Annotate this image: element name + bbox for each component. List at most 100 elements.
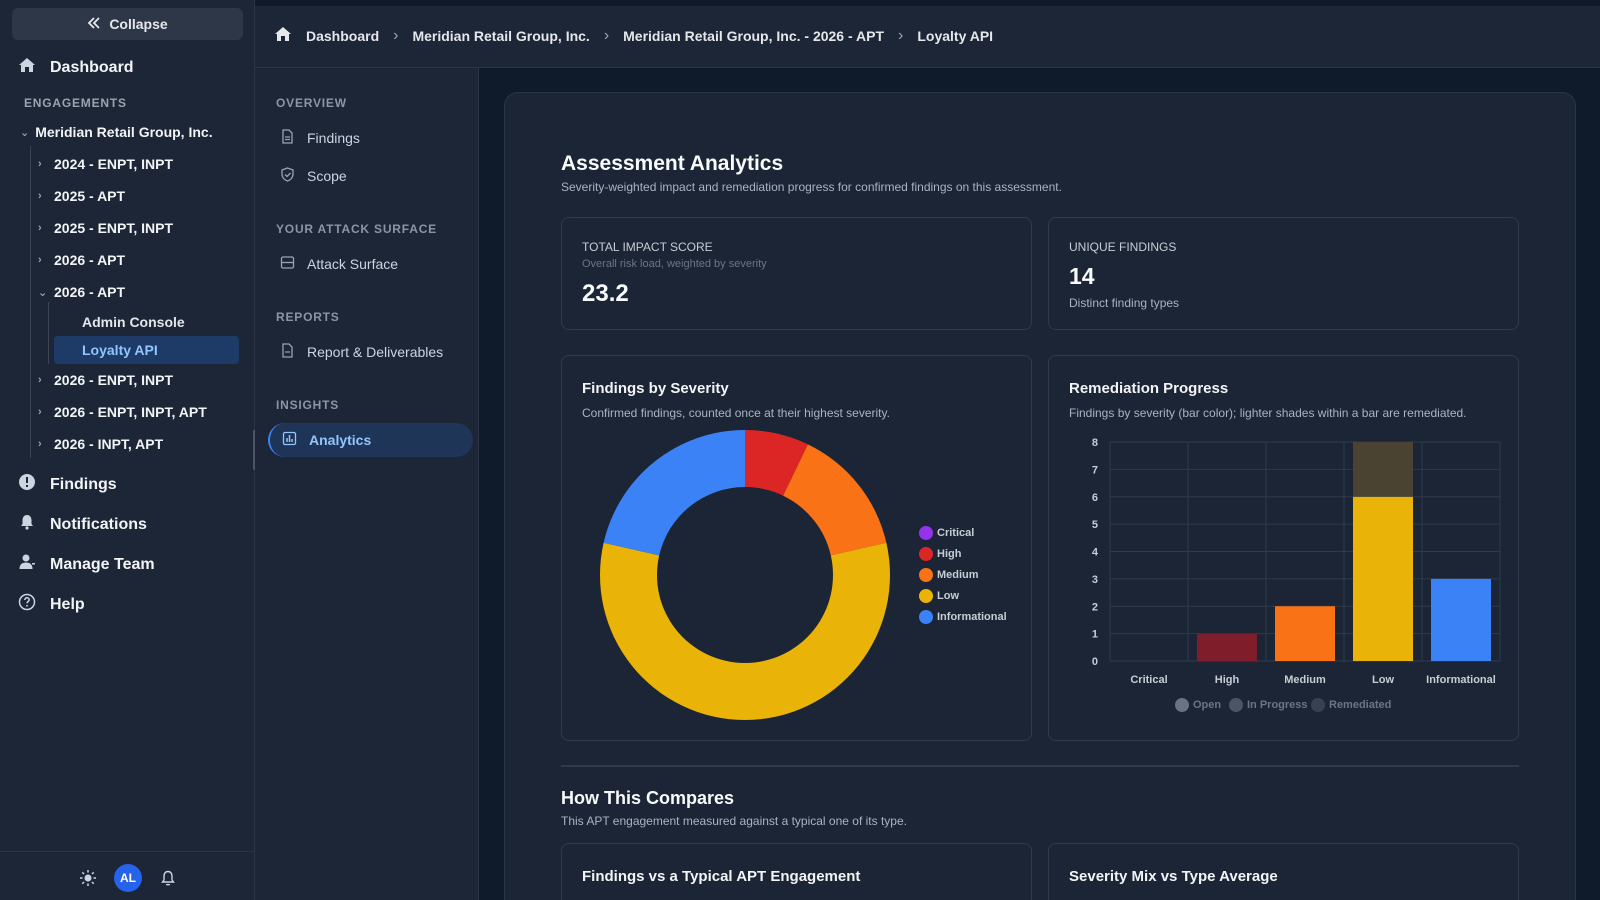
breadcrumb-item[interactable]: Meridian Retail Group, Inc. xyxy=(412,27,590,44)
engagement-label: 2026 - INPT, APT xyxy=(54,436,164,452)
legend-item-medium[interactable]: Medium xyxy=(919,568,979,582)
attack-surface-heading: YOUR ATTACK SURFACE xyxy=(276,222,437,236)
tab-scope[interactable]: Scope xyxy=(268,159,473,193)
legend-swatch xyxy=(1175,698,1189,712)
total-impact-sub: Overall risk load, weighted by severity xyxy=(582,258,767,270)
y-tick-label: 7 xyxy=(1092,464,1098,476)
engagement-item[interactable]: › 2026 - ENPT, INPT xyxy=(38,372,173,388)
bar-open-low[interactable] xyxy=(1353,496,1413,661)
legend-item-open[interactable]: Open xyxy=(1175,698,1221,712)
legend-item-high[interactable]: High xyxy=(919,547,961,561)
chevron-right-icon: › xyxy=(38,222,42,234)
top-bar xyxy=(255,0,1600,68)
home-icon[interactable] xyxy=(274,25,292,46)
sidebar-footer xyxy=(0,851,255,900)
severity-mix-card xyxy=(1048,843,1519,900)
sub-item-label: Admin Console xyxy=(82,314,185,330)
bell-icon xyxy=(18,513,36,536)
sidebar-item-help[interactable]: Help xyxy=(18,593,85,616)
tab-analytics[interactable]: Analytics xyxy=(268,423,473,457)
tab-reports[interactable]: Report & Deliverables xyxy=(268,335,473,369)
tab-findings[interactable]: Findings xyxy=(268,121,473,155)
bell-icon[interactable] xyxy=(158,868,178,888)
home-icon xyxy=(18,56,36,79)
double-chevron-left-icon xyxy=(87,16,101,33)
chevron-right-icon: › xyxy=(38,254,42,266)
sub-item-label: Loyalty API xyxy=(82,342,158,358)
engagement-item[interactable]: › 2026 - APT xyxy=(38,252,125,268)
sidebar-item-manage-team[interactable]: Manage Team xyxy=(18,553,155,576)
y-tick-label: 6 xyxy=(1092,492,1098,504)
theme-toggle-sun-icon[interactable] xyxy=(78,868,98,888)
shield-check-icon xyxy=(280,167,295,185)
bar-open-informational[interactable] xyxy=(1431,578,1491,661)
x-tick-label: Informational xyxy=(1426,674,1496,686)
legend-item-remediated[interactable]: Remediated xyxy=(1311,698,1391,712)
secondary-nav xyxy=(255,68,479,900)
legend-item-critical[interactable]: Critical xyxy=(919,526,974,540)
legend-item-informational[interactable]: Informational xyxy=(919,610,1007,624)
legend-label: Open xyxy=(1193,699,1222,711)
avatar[interactable]: AL xyxy=(114,864,142,892)
overview-heading: OVERVIEW xyxy=(276,96,347,110)
chevron-right-icon: › xyxy=(603,26,610,44)
sidebar-item-notifications[interactable]: Notifications xyxy=(18,513,147,536)
y-tick-label: 0 xyxy=(1092,656,1098,668)
engagement-item[interactable]: › 2025 - ENPT, INPT xyxy=(38,220,173,236)
x-tick-label: High xyxy=(1215,674,1240,686)
document-icon xyxy=(280,129,295,147)
alert-circle-icon xyxy=(18,473,36,496)
y-tick-label: 4 xyxy=(1092,547,1099,559)
donut-slice-medium[interactable] xyxy=(783,444,887,556)
donut-slice-low[interactable] xyxy=(600,542,890,720)
sidebar-item-findings[interactable]: Findings xyxy=(18,473,117,496)
x-tick-label: Critical xyxy=(1130,674,1167,686)
chevron-down-icon: ⌄ xyxy=(20,126,30,139)
engagement-item[interactable]: › 2025 - APT xyxy=(38,188,125,204)
sub-item-admin-console[interactable]: Admin Console xyxy=(54,308,239,336)
engagement-item[interactable]: › 2024 - ENPT, INPT xyxy=(38,156,173,172)
x-tick-label: Low xyxy=(1372,674,1394,686)
severity-donut-chart xyxy=(600,430,890,720)
collapse-button[interactable]: Collapse xyxy=(12,8,243,40)
donut-slice-high[interactable] xyxy=(745,430,808,496)
remediation-bar-chart: 0 1 2 3 4 5 6 7 8 Critical High Medium Low Informatio… xyxy=(1092,437,1501,686)
findings-vs-typical-card xyxy=(561,843,1032,900)
legend-swatch xyxy=(919,610,933,624)
donut-slice-informational[interactable] xyxy=(603,430,745,556)
nav-label: Manage Team xyxy=(50,555,155,573)
legend-swatch xyxy=(919,568,933,582)
legend-item-in-progress[interactable]: In Progress xyxy=(1229,698,1308,712)
tab-attack-surface[interactable]: Attack Surface xyxy=(268,247,473,281)
breadcrumb-item[interactable]: Dashboard xyxy=(306,27,380,44)
tab-label: Report & Deliverables xyxy=(307,344,444,360)
breadcrumb-item[interactable]: Meridian Retail Group, Inc. - 2026 - APT xyxy=(623,27,885,44)
legend-item-low[interactable]: Low xyxy=(919,589,959,603)
dashboard-label: Dashboard xyxy=(50,58,134,76)
engagement-item[interactable]: › 2026 - ENPT, INPT, APT xyxy=(38,404,207,420)
total-impact-label: TOTAL IMPACT SCORE xyxy=(582,240,713,254)
legend-swatch xyxy=(1311,698,1325,712)
bar-remediated-low[interactable] xyxy=(1353,442,1413,497)
sidebar-item-dashboard[interactable]: Dashboard xyxy=(18,56,134,79)
bar-open-medium[interactable] xyxy=(1275,606,1335,661)
legend-label: Low xyxy=(937,590,959,602)
bar-chart-icon xyxy=(282,431,297,449)
engagement-label: 2026 - APT xyxy=(54,284,126,300)
nav-label: Help xyxy=(50,595,85,613)
engagement-label: 2024 - ENPT, INPT xyxy=(54,156,174,172)
compare-section-subtitle: This APT engagement measured against a t… xyxy=(561,814,907,828)
bar-open-high[interactable] xyxy=(1197,633,1257,661)
chevron-down-icon: ⌄ xyxy=(38,286,48,299)
compare-section-title: How This Compares xyxy=(561,788,735,808)
sub-item-loyalty-api[interactable]: Loyalty API xyxy=(54,336,239,364)
legend-label: Informational xyxy=(937,611,1007,623)
chevron-right-icon: › xyxy=(393,26,399,44)
client-tree-node[interactable]: ⌄ Meridian Retail Group, Inc. xyxy=(20,124,213,140)
unique-findings-card xyxy=(1048,217,1519,330)
engagement-item[interactable]: › 2026 - INPT, APT xyxy=(38,436,163,452)
y-tick-label: 2 xyxy=(1092,601,1098,613)
chevron-right-icon: › xyxy=(38,406,42,418)
engagement-item-expanded[interactable]: ⌄ 2026 - APT xyxy=(38,284,125,300)
sidebar-scrollbar[interactable] xyxy=(253,430,256,470)
